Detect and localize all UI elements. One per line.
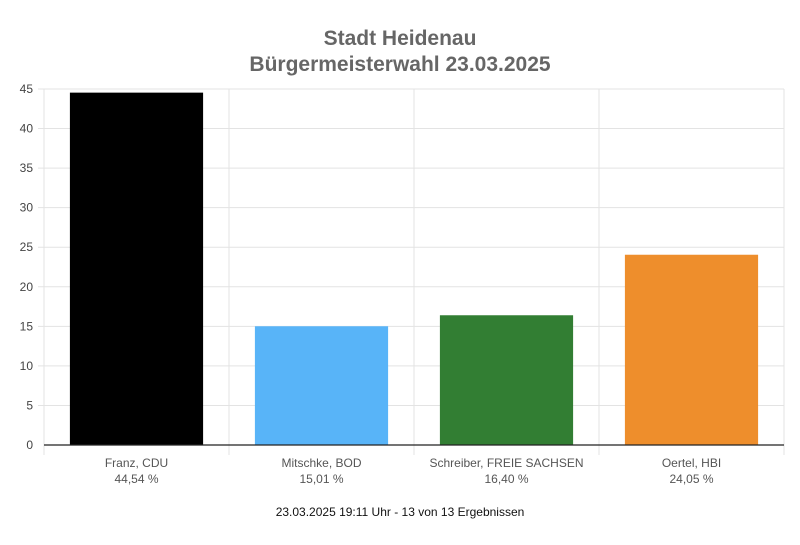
chart-title: Stadt Heidenau [324, 27, 477, 50]
y-tick-label: 20 [20, 280, 34, 294]
x-category-label: Oertel, HBI [662, 456, 721, 470]
x-value-label: 24,05 % [669, 472, 713, 486]
x-value-label: 16,40 % [484, 472, 528, 486]
y-tick-label: 40 [20, 122, 34, 136]
bar-4 [624, 254, 759, 445]
axis-layer: 0 5 10 15 20 25 30 35 40 45 Franz, CDU 44,54 % Mitsc… [20, 82, 784, 486]
result-status-text: 23.03.2025 19:11 Uhr - 13 von 13 Ergebni… [276, 505, 525, 519]
y-tick-label: 0 [26, 438, 33, 452]
x-value-label: 15,01 % [299, 472, 343, 486]
bar-1 [69, 92, 204, 446]
x-category-label: Mitschke, BOD [281, 456, 361, 470]
x-value-label: 44,54 % [114, 472, 158, 486]
bars-layer [69, 92, 759, 446]
y-tick-label: 5 [26, 398, 33, 412]
y-tick-label: 15 [20, 319, 34, 333]
y-tick-label: 10 [20, 359, 34, 373]
bar-3 [439, 315, 574, 445]
y-tick-label: 25 [20, 240, 34, 254]
chart-subtitle: Bürgermeisterwahl 23.03.2025 [249, 53, 550, 76]
y-tick-label: 45 [20, 82, 34, 96]
y-tick-label: 35 [20, 161, 34, 175]
x-category-label: Franz, CDU [105, 456, 168, 470]
bar-2 [254, 326, 389, 445]
x-category-label: Schreiber, FREIE SACHSEN [429, 456, 583, 470]
y-tick-label: 30 [20, 201, 34, 215]
